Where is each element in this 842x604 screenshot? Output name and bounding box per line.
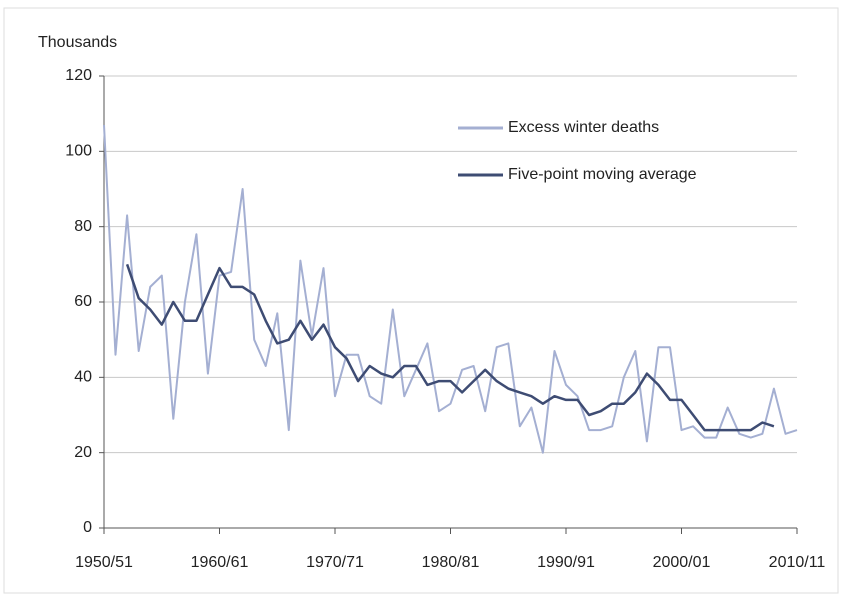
y-tick-label: 100 (65, 143, 92, 160)
x-tick-label: 1990/91 (537, 554, 595, 571)
y-tick-label: 120 (65, 67, 92, 84)
y-tick-label: 0 (83, 519, 92, 536)
x-tick-label: 1950/51 (75, 554, 133, 571)
series-line (103, 124, 798, 454)
x-tick-label: 2010/11 (769, 554, 826, 571)
legend-label: Five-point moving average (508, 166, 697, 183)
y-tick-label: 60 (74, 293, 92, 310)
x-tick-label: 1970/71 (306, 554, 364, 571)
y-tick-label: 80 (74, 218, 92, 235)
x-tick-label: 1960/61 (191, 554, 249, 571)
y-tick-label: 40 (74, 369, 92, 386)
series-line (125, 263, 775, 432)
x-tick-label: 2000/01 (653, 554, 711, 571)
chart-frame (3, 7, 839, 594)
y-tick-label: 20 (74, 444, 92, 461)
x-tick-label: 1980/81 (422, 554, 480, 571)
y-axis-label: Thousands (38, 34, 117, 51)
legend-label: Excess winter deaths (508, 119, 659, 136)
